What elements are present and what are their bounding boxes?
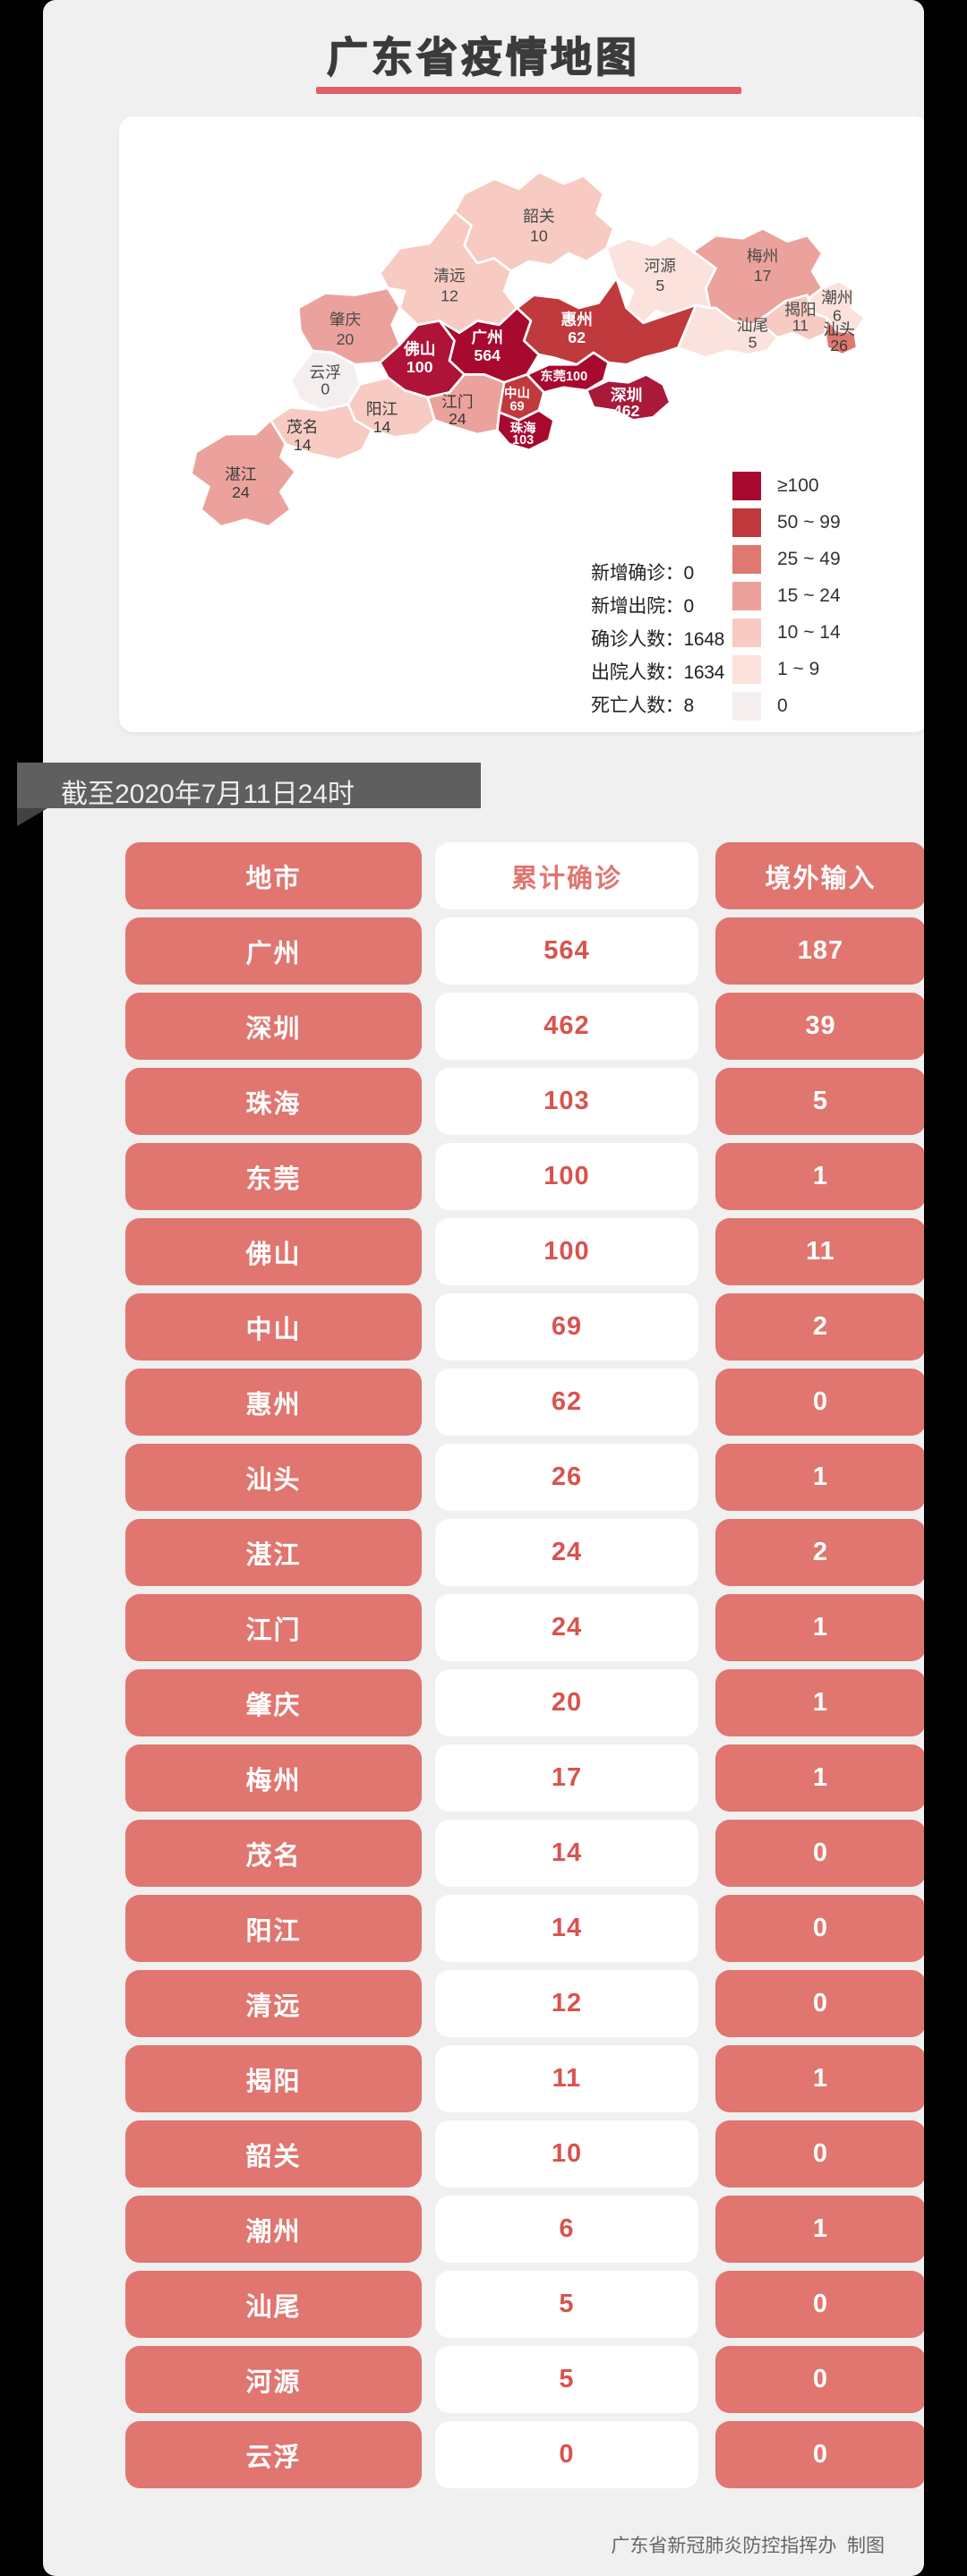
svg-text:14: 14 (294, 436, 312, 454)
svg-text:14: 14 (373, 418, 391, 436)
svg-text:梅州: 梅州 (747, 247, 779, 265)
svg-text:江门: 江门 (441, 393, 474, 411)
svg-text:茂名: 茂名 (287, 418, 319, 436)
svg-text:12: 12 (441, 286, 458, 304)
svg-text:5: 5 (655, 277, 664, 294)
svg-text:5: 5 (749, 333, 757, 351)
svg-text:清远: 清远 (433, 267, 466, 285)
svg-text:潮州: 潮州 (821, 289, 853, 307)
svg-text:100: 100 (406, 358, 433, 376)
svg-text:0: 0 (321, 380, 329, 398)
svg-text:湛江: 湛江 (225, 465, 257, 483)
svg-text:佛山: 佛山 (403, 339, 436, 358)
svg-text:中山: 中山 (504, 385, 530, 401)
svg-text:62: 62 (568, 328, 586, 346)
svg-text:汕尾: 汕尾 (737, 317, 769, 335)
svg-text:东莞100: 东莞100 (540, 368, 587, 384)
svg-text:564: 564 (474, 346, 501, 364)
svg-text:69: 69 (509, 399, 524, 414)
svg-text:惠州: 惠州 (561, 311, 593, 328)
svg-text:103: 103 (512, 433, 534, 448)
svg-text:肇庆: 肇庆 (329, 311, 362, 328)
svg-text:24: 24 (232, 483, 250, 501)
svg-text:云浮: 云浮 (309, 363, 341, 381)
svg-text:10: 10 (530, 227, 548, 245)
svg-text:26: 26 (830, 337, 848, 354)
svg-text:462: 462 (613, 402, 640, 420)
svg-text:11: 11 (792, 317, 809, 335)
svg-text:17: 17 (754, 267, 772, 285)
svg-text:阳江: 阳江 (366, 400, 398, 418)
svg-text:韶关: 韶关 (523, 207, 555, 225)
svg-text:河源: 河源 (645, 257, 677, 275)
svg-text:广州: 广州 (471, 328, 503, 346)
svg-text:20: 20 (337, 330, 355, 348)
svg-text:24: 24 (449, 410, 466, 428)
